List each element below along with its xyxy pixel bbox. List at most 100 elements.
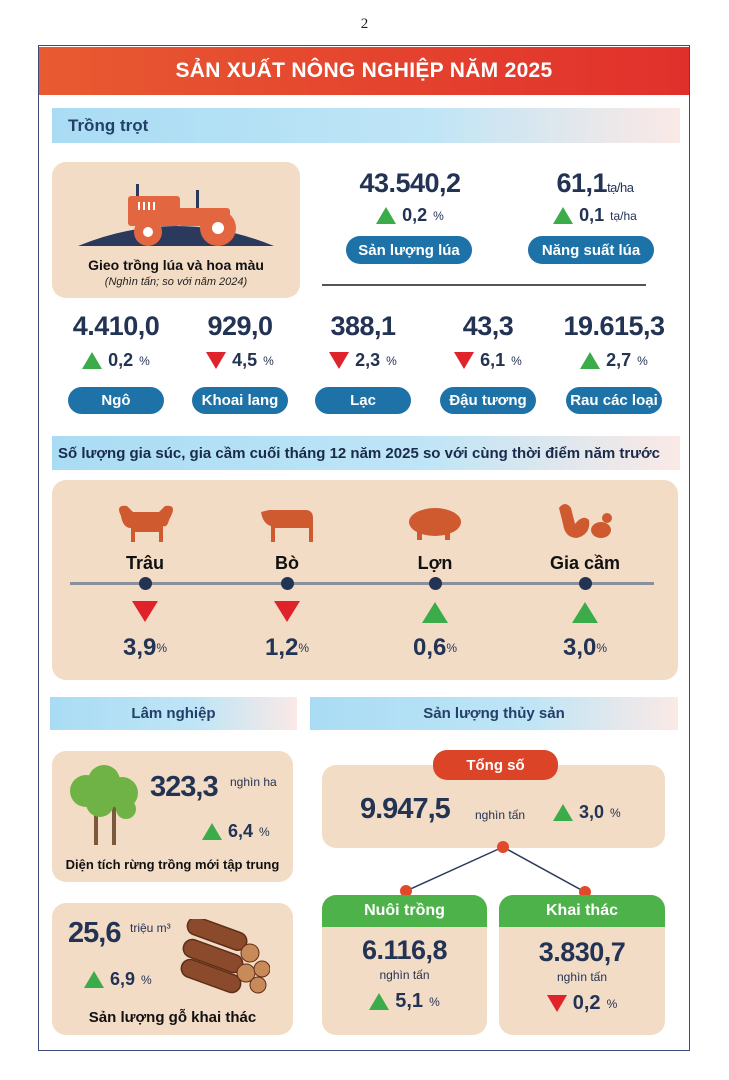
fishery-total-change: 3,0 [579,802,605,822]
down-arrow-icon [329,352,350,369]
page-title: SẢN XUẤT NÔNG NGHIỆP NĂM 2025 [39,47,689,95]
rice-yield-value: 61,1 [556,168,608,198]
new-forest-change: 6,4 [228,821,254,841]
timber-label: Sản lượng gỗ khai thác [88,1009,257,1026]
section-header-fishery: Sản lượng thủy sản [310,697,678,730]
crop-value: 4.410,0 [72,311,160,341]
rice-output-stat: 43.540,2 0,2% [330,168,490,226]
percent-sign: % [511,353,522,368]
capture-value: 3.830,7 [538,937,626,967]
timeline-dot [579,577,592,590]
rice-output-label: Sản lượng lúa [346,236,472,264]
up-arrow-icon [82,352,103,369]
rice-output-change: 0,2 [402,205,428,225]
livestock-label: Gia cầm [549,553,621,573]
livestock-change: 3,9 [122,634,157,661]
crop-value: 19.615,3 [563,311,665,341]
timber-value: 25,6 [68,917,121,949]
crop-label: Lạc [315,387,411,414]
logs-icon [180,919,270,994]
crop-stat: 43,3 6,1% [423,311,553,371]
down-arrow-icon [546,995,567,1012]
livestock-change: 0,6 [412,634,447,661]
percent-sign: % [263,353,274,368]
timeline-dot [139,577,152,590]
section-header-trong-trot: Trồng trọt [52,108,680,143]
percent-sign: % [610,805,621,820]
timeline-dot [281,577,294,590]
aquaculture-card: Nuôi trồng 6.116,8 nghìn tấn 5,1% [322,895,487,1035]
new-forest-card: 323,3 nghìn ha 6,4% Diện tích rừng trồng… [52,751,293,882]
timber-unit: triệu m³ [130,921,171,935]
percent-sign: % [156,641,168,655]
percent-sign: % [606,996,618,1011]
capture-change: 0,2 [572,992,601,1014]
rice-yield-label: Năng suất lúa [528,236,654,264]
buffalo-icon [119,505,173,542]
crop-change: 6,1 [480,350,506,370]
livestock-label: Bò [275,553,299,573]
up-arrow-icon [553,207,574,224]
crop-stat: 929,0 4,5% [175,311,305,371]
percent-sign: % [298,641,310,655]
pig-icon [409,508,461,540]
up-arrow-icon [422,602,448,623]
crop-value: 929,0 [207,311,273,341]
section-header-forestry: Lâm nghiệp [50,697,297,730]
livestock-change: 1,2 [264,634,299,661]
tree-icon [70,765,138,845]
crop-value: 388,1 [330,311,396,341]
crop-stat: 4.410,0 0,2% [51,311,181,371]
up-arrow-icon [202,823,222,840]
crop-change: 0,2 [108,350,134,370]
livestock-timeline [70,582,654,585]
crop-value: 43,3 [462,311,514,341]
timber-card: 25,6 triệu m³ 6,9% Sản lượng gỗ khai thá… [52,903,293,1035]
crop-change: 4,5 [232,350,258,370]
timber-change: 6,9 [110,969,136,989]
fishery-total-value: 9.947,5 [360,793,451,825]
fishery-total-label: Tổng số [433,750,558,780]
aquaculture-label: Nuôi trồng [322,895,487,927]
down-arrow-icon [274,601,300,622]
livestock-label: Trâu [125,553,164,573]
new-forest-label: Diện tích rừng trồng mới tập trung [65,857,280,872]
percent-sign: % [433,208,444,223]
section-header-livestock: Số lượng gia súc, gia cầm cuối tháng 12 … [52,436,680,470]
fishery-total-unit: nghìn tấn [475,808,526,822]
crop-stat: 19.615,3 2,7% [549,311,679,371]
livestock-change: 3,0 [562,634,597,661]
page-frame [38,45,690,1051]
percent-sign: % [429,994,440,1009]
crop-change: 2,7 [606,350,632,370]
percent-sign: % [446,641,458,655]
capture-label: Khai thác [499,895,665,927]
capture-unit: nghìn tấn [556,970,608,984]
tractor-icon [78,184,274,246]
poultry-icon [559,504,612,538]
down-arrow-icon [206,352,227,369]
new-forest-unit: nghìn ha [230,775,277,789]
cow-icon [261,510,313,542]
crop-card-subtitle: (Nghìn tấn; so với năm 2024) [104,276,248,288]
down-arrow-icon [132,601,158,622]
rice-yield-unit: tạ/ha [607,180,634,195]
up-arrow-icon [84,971,104,988]
up-arrow-icon [572,602,598,623]
new-forest-value: 323,3 [150,771,219,803]
aquaculture-value: 6.116,8 [361,935,448,965]
up-arrow-icon [553,804,573,821]
percent-sign: % [386,353,397,368]
rice-yield-change: 0,1 [579,205,605,225]
crop-label: Ngô [68,387,164,414]
percent-sign: % [259,824,270,839]
capture-card: Khai thác 3.830,7 nghìn tấn 0,2% [499,895,665,1035]
percent-sign: % [637,353,648,368]
up-arrow-icon [376,207,397,224]
crop-card: Gieo trồng lúa và hoa màu (Nghìn tấn; so… [52,162,300,298]
crop-label: Khoai lang [192,387,288,414]
crop-stat: 388,1 2,3% [298,311,428,371]
aquaculture-change: 5,1 [395,990,424,1012]
rice-yield-change-unit: tạ/ha [610,208,637,223]
up-arrow-icon [369,993,390,1010]
